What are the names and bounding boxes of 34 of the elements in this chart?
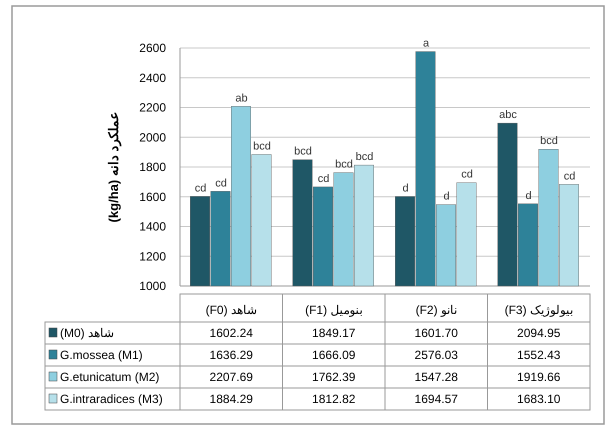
legend-label: شاهد (M0): [60, 326, 114, 340]
annotation: bcd: [540, 135, 558, 148]
x-tick-label: نانو (F2): [416, 303, 457, 317]
annotation: cd: [318, 172, 330, 185]
annotation: bcd: [294, 146, 312, 158]
annotation: cd: [194, 182, 206, 194]
y-tick-label: 2400: [139, 70, 166, 85]
y-tick-label: 2600: [139, 41, 166, 55]
annotation: cd: [564, 170, 576, 182]
y-tick-label: 1200: [139, 249, 166, 264]
y-tick-label: 2200: [139, 100, 166, 114]
y-tick-label: 2000: [139, 130, 166, 144]
y-tick-label: 1600: [139, 190, 166, 204]
annotation: abc: [499, 109, 518, 122]
legend-label: G.mossea (M1): [60, 348, 143, 362]
y-tick-label: 1800: [139, 160, 166, 174]
y-axis-title: عملکرد دانه (kg/ha): [106, 112, 122, 222]
annotation: cd: [461, 168, 473, 181]
annotation: ab: [235, 92, 248, 104]
x-tick-label: شاهد (F0): [206, 303, 257, 317]
annotation: bcd: [356, 151, 374, 164]
annotation: d: [402, 182, 409, 194]
annotation: cd: [215, 177, 227, 190]
annotation: bcd: [253, 140, 271, 152]
annotation: d: [525, 190, 532, 202]
legend-label: G.etunicatum (M2): [60, 370, 160, 384]
annotation: bcd: [335, 158, 353, 171]
y-tick-label: 1000: [139, 279, 166, 293]
x-tick-label: بیولوژیک (F3): [504, 303, 573, 317]
x-tick-label: بنومیل (F1): [305, 303, 362, 317]
y-tick-label: 1400: [139, 220, 166, 234]
legend-label: G.intraradices (M3): [60, 392, 163, 406]
annotation: d: [443, 190, 450, 203]
annotation: a: [422, 38, 430, 50]
